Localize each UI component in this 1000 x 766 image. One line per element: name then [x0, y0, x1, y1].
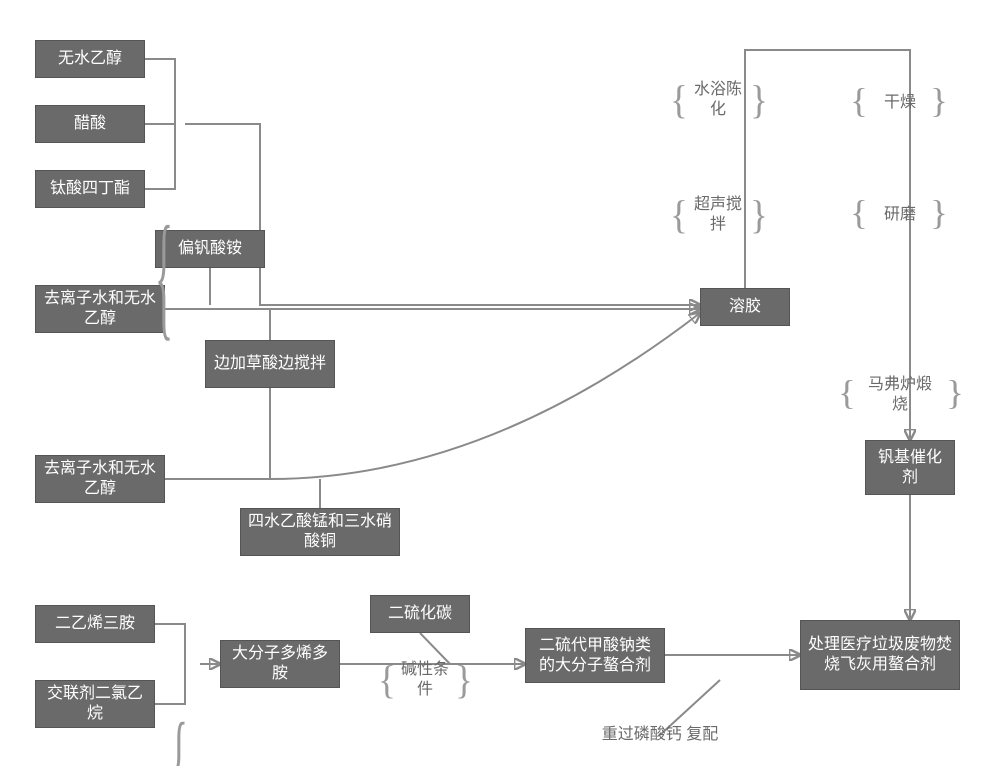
- node-n_cs2: 二硫化碳: [370, 595, 470, 633]
- node-n_oxalic_stir: 边加草酸边搅拌: [205, 340, 335, 388]
- brace-b_dry_l: {: [850, 90, 868, 114]
- node-n_di2: 去离子水和无水乙醇: [35, 455, 165, 503]
- brace-b_muffle_l: {: [838, 382, 856, 406]
- node-a_waterbath: 水浴陈化: [688, 80, 748, 120]
- brace-b_waterbath_l: {: [670, 85, 688, 117]
- node-n_titanate: 钛酸四丁酯: [35, 170, 145, 208]
- diagram-canvas: 无水乙醇醋酸钛酸四丁酯偏钒酸铵去离子水和无水乙醇边加草酸边搅拌去离子水和无水乙醇…: [0, 0, 1000, 766]
- brace-b_ultra_l: {: [670, 200, 688, 232]
- brace-b_waterbath_r: }: [750, 85, 768, 117]
- node-a_csp: 重过磷酸钙 复配: [580, 720, 740, 750]
- node-n_chelator: 二硫代甲酸钠类的大分子螯合剂: [525, 628, 665, 683]
- node-a_muffle: 马弗炉煅烧: [855, 380, 945, 410]
- edge-e8b: [270, 313, 700, 479]
- node-n_polyene: 大分子多烯多胺: [220, 640, 340, 688]
- node-n_final: 处理医疗垃圾废物焚烧飞灰用螯合剂: [800, 620, 960, 690]
- node-a_grind: 研磨: [870, 200, 930, 230]
- node-n_mncu: 四水乙酸锰和三水硝酸铜: [240, 508, 400, 556]
- brace-b_grind_l: {: [850, 202, 868, 226]
- node-a_dry: 干燥: [870, 88, 930, 118]
- node-n_ethanol: 无水乙醇: [35, 40, 145, 78]
- node-a_ultrasonic: 超声搅拌: [688, 195, 748, 235]
- node-n_acetic: 醋酸: [35, 105, 145, 143]
- brace-b_grind_r: }: [930, 202, 948, 226]
- node-n_deta: 二乙烯三胺: [35, 605, 155, 643]
- brace-b_alk_l: {: [378, 665, 396, 697]
- brace-b_ultra_r: }: [750, 200, 768, 232]
- brace-b_dry_r: }: [930, 90, 948, 114]
- brace-b_bottom2: {: [170, 625, 188, 766]
- node-a_alkaline: 碱性条件: [395, 660, 455, 700]
- node-n_dce: 交联剂二氯乙烷: [35, 680, 155, 728]
- node-n_di1: 去离子水和无水乙醇: [35, 285, 165, 333]
- node-n_sol: 溶胶: [700, 288, 790, 326]
- edge-e4: [185, 124, 700, 305]
- brace-b_muffle_r: }: [946, 382, 964, 406]
- brace-b_top3: {: [155, 82, 173, 476]
- edge-e8: [165, 388, 270, 479]
- brace-b_alk_r: }: [455, 665, 473, 697]
- node-n_vcat: 钒基催化剂: [865, 440, 955, 495]
